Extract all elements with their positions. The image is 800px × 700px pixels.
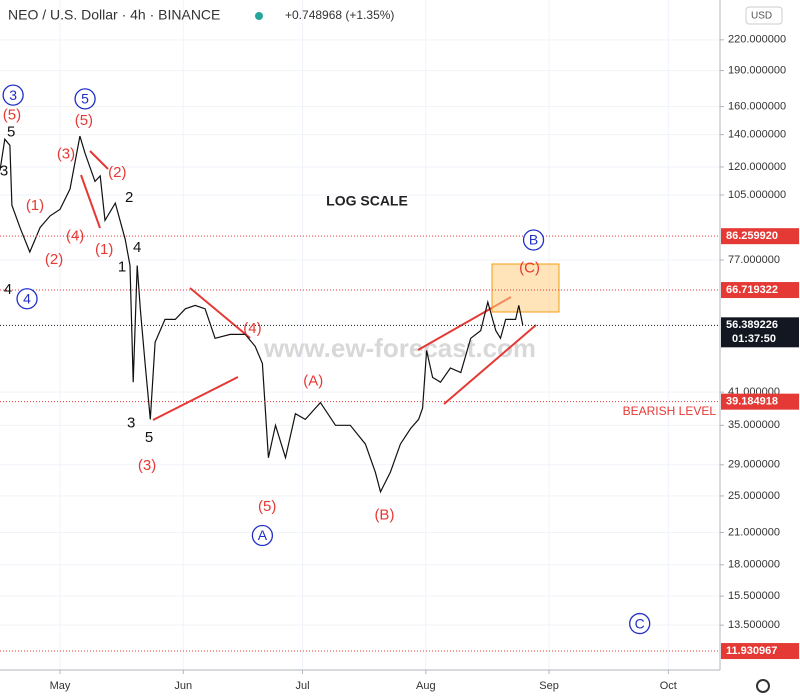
y-tick-label: 15.500000 (728, 590, 780, 602)
level-box (721, 643, 799, 660)
watermark: www.ew-forecast.com (263, 333, 536, 363)
level-box (721, 282, 799, 299)
wave-label: (2) (108, 164, 126, 181)
x-tick-label: Aug (416, 680, 436, 692)
wave-label: (A) (303, 373, 323, 390)
wave-label: 2 (125, 189, 133, 206)
wave-label: (3) (57, 145, 75, 162)
wave-label: 5 (81, 91, 89, 107)
y-tick-label: 77.000000 (728, 254, 780, 266)
wave-label: C (635, 615, 645, 631)
wave-label: (3) (138, 457, 156, 474)
x-tick-label: Jul (296, 680, 310, 692)
settings-icon[interactable] (756, 679, 770, 693)
wave-label: 1 (118, 259, 126, 276)
y-tick-label: 105.000000 (728, 189, 786, 201)
wave-label: (C) (519, 260, 540, 277)
level-label: 39.184918 (726, 396, 778, 408)
y-tick-label: 160.000000 (728, 101, 786, 113)
level-label: 86.259920 (726, 230, 778, 242)
level-timer: 01:37:50 (732, 333, 776, 345)
wave-label: 5 (7, 124, 15, 141)
wave-label: 4 (23, 290, 31, 306)
wave-circle (522, 229, 545, 251)
level-box (721, 228, 799, 245)
wave-label: 5 (145, 429, 153, 446)
grid (0, 0, 720, 670)
scale-note: LOG SCALE (326, 193, 408, 209)
status-dot (255, 12, 263, 20)
wave-label: 3 (0, 162, 8, 179)
wave-label: (5) (3, 107, 21, 124)
y-tick-label: 21.000000 (728, 526, 780, 538)
wave-circle (2, 84, 24, 106)
y-tick-label: 140.000000 (728, 129, 786, 141)
wave-label: 3 (127, 414, 135, 431)
trendline (189, 287, 251, 339)
x-tick-label: Sep (539, 680, 559, 692)
y-tick-label: 18.000000 (728, 559, 780, 571)
wave-label: 4 (4, 281, 12, 298)
wave-label: (2) (45, 251, 63, 268)
wave-label: (4) (243, 320, 261, 337)
level-label: 11.930967 (726, 645, 777, 657)
price-axis (720, 0, 800, 700)
wave-label: (1) (95, 241, 113, 258)
wave-label: 4 (133, 239, 141, 256)
currency-label[interactable]: USD (751, 11, 772, 22)
level-box (721, 393, 799, 410)
wave-circle (74, 88, 96, 110)
level-label: 66.719322 (726, 284, 778, 296)
wave-label: (5) (258, 498, 276, 515)
wave-label: A (258, 527, 268, 543)
wave-label: (4) (66, 227, 84, 244)
level-box (721, 317, 799, 348)
y-tick-label: 25.000000 (728, 490, 780, 502)
x-tick-label: Jun (174, 680, 192, 692)
wave-label: (5) (75, 112, 93, 129)
wave-label: B (529, 232, 538, 248)
x-tick-label: May (50, 680, 71, 692)
y-tick-label: 13.500000 (728, 619, 780, 631)
target-box (491, 263, 560, 313)
chart-subtitle: +0.748968 (+1.35%) (285, 8, 394, 22)
wave-circle (16, 288, 38, 310)
axes: 220.000000 190.000000 160.000000 140.000000… (50, 34, 799, 692)
trendline (152, 376, 239, 421)
wave-label: (B) (374, 506, 394, 523)
y-tick-label: 120.000000 (728, 161, 786, 173)
level-note: BEARISH LEVEL (623, 404, 717, 418)
wave-circle (251, 524, 274, 547)
y-tick-label: 35.000000 (728, 419, 780, 431)
y-tick-label: 190.000000 (728, 64, 786, 76)
trendline (443, 324, 537, 405)
trendline (80, 174, 101, 229)
chart-title: NEO / U.S. Dollar · 4h · BINANCE (8, 7, 220, 23)
y-tick-label: 220.000000 (728, 34, 786, 46)
wave-circle (629, 612, 651, 635)
price-line (0, 135, 524, 494)
y-tick-label: 29.000000 (728, 459, 780, 471)
level-label: 56.389226 (726, 319, 778, 331)
trendline (89, 150, 109, 170)
x-tick-label: Oct (660, 680, 677, 692)
wave-label: 3 (9, 87, 17, 103)
currency-button[interactable] (745, 6, 783, 25)
wave-label: (1) (26, 197, 44, 214)
